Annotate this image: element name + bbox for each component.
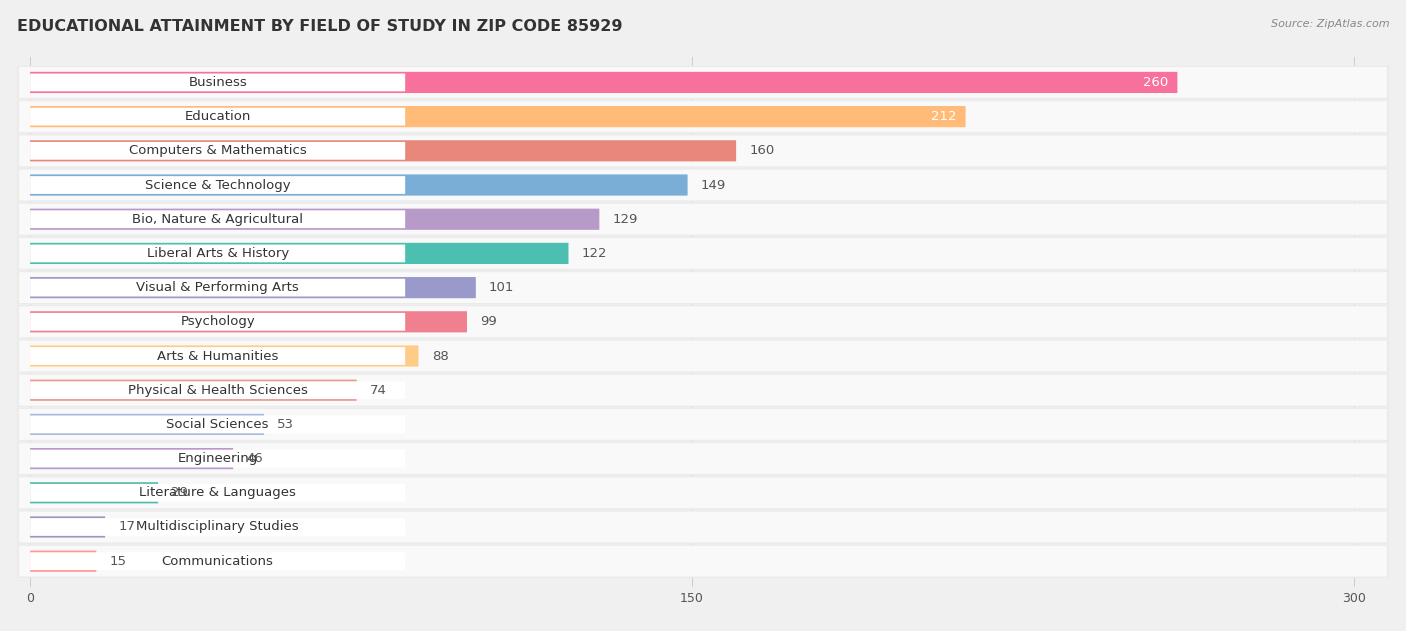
Text: 53: 53 (277, 418, 294, 431)
Text: Business: Business (188, 76, 247, 89)
FancyBboxPatch shape (30, 279, 405, 297)
FancyBboxPatch shape (30, 277, 475, 298)
Text: 149: 149 (700, 179, 725, 192)
FancyBboxPatch shape (20, 204, 1386, 235)
FancyBboxPatch shape (20, 546, 1386, 577)
Text: Physical & Health Sciences: Physical & Health Sciences (128, 384, 308, 397)
FancyBboxPatch shape (30, 313, 405, 331)
FancyBboxPatch shape (20, 238, 1386, 269)
FancyBboxPatch shape (30, 414, 264, 435)
FancyBboxPatch shape (30, 140, 737, 162)
FancyBboxPatch shape (20, 512, 1386, 543)
FancyBboxPatch shape (20, 409, 1386, 440)
FancyBboxPatch shape (17, 510, 1389, 544)
FancyBboxPatch shape (20, 170, 1386, 201)
FancyBboxPatch shape (30, 450, 405, 468)
Text: 99: 99 (481, 316, 496, 328)
Text: Literature & Languages: Literature & Languages (139, 487, 297, 499)
FancyBboxPatch shape (17, 203, 1389, 236)
FancyBboxPatch shape (30, 174, 688, 196)
FancyBboxPatch shape (20, 478, 1386, 508)
FancyBboxPatch shape (17, 66, 1389, 99)
FancyBboxPatch shape (17, 374, 1389, 407)
FancyBboxPatch shape (30, 518, 405, 536)
FancyBboxPatch shape (17, 545, 1389, 578)
FancyBboxPatch shape (30, 345, 419, 367)
Text: Bio, Nature & Agricultural: Bio, Nature & Agricultural (132, 213, 304, 226)
Text: Liberal Arts & History: Liberal Arts & History (146, 247, 288, 260)
FancyBboxPatch shape (20, 101, 1386, 132)
FancyBboxPatch shape (30, 311, 467, 333)
FancyBboxPatch shape (30, 245, 405, 262)
FancyBboxPatch shape (20, 136, 1386, 166)
Text: 29: 29 (172, 487, 188, 499)
Text: Engineering: Engineering (177, 452, 257, 465)
FancyBboxPatch shape (30, 482, 157, 504)
Text: Visual & Performing Arts: Visual & Performing Arts (136, 281, 299, 294)
Text: 17: 17 (118, 521, 135, 533)
Text: 101: 101 (489, 281, 515, 294)
FancyBboxPatch shape (30, 209, 599, 230)
FancyBboxPatch shape (30, 142, 405, 160)
Text: 15: 15 (110, 555, 127, 568)
FancyBboxPatch shape (30, 551, 97, 572)
FancyBboxPatch shape (30, 210, 405, 228)
FancyBboxPatch shape (30, 243, 568, 264)
Text: 88: 88 (432, 350, 449, 362)
Text: 212: 212 (931, 110, 956, 123)
FancyBboxPatch shape (17, 476, 1389, 510)
Text: Source: ZipAtlas.com: Source: ZipAtlas.com (1271, 19, 1389, 29)
FancyBboxPatch shape (17, 339, 1389, 373)
FancyBboxPatch shape (30, 74, 405, 91)
FancyBboxPatch shape (17, 237, 1389, 270)
Text: Arts & Humanities: Arts & Humanities (157, 350, 278, 362)
FancyBboxPatch shape (17, 271, 1389, 304)
FancyBboxPatch shape (30, 552, 405, 570)
FancyBboxPatch shape (20, 272, 1386, 303)
FancyBboxPatch shape (20, 375, 1386, 406)
Text: 46: 46 (246, 452, 263, 465)
Text: Multidisciplinary Studies: Multidisciplinary Studies (136, 521, 299, 533)
FancyBboxPatch shape (30, 415, 405, 433)
FancyBboxPatch shape (30, 448, 233, 469)
Text: Psychology: Psychology (180, 316, 254, 328)
Text: Computers & Mathematics: Computers & Mathematics (129, 144, 307, 157)
FancyBboxPatch shape (17, 100, 1389, 133)
Text: 122: 122 (582, 247, 607, 260)
FancyBboxPatch shape (20, 341, 1386, 372)
Text: Social Sciences: Social Sciences (166, 418, 269, 431)
Text: Education: Education (184, 110, 250, 123)
Text: Communications: Communications (162, 555, 274, 568)
Text: 160: 160 (749, 144, 775, 157)
FancyBboxPatch shape (20, 67, 1386, 98)
FancyBboxPatch shape (17, 305, 1389, 339)
FancyBboxPatch shape (17, 408, 1389, 441)
FancyBboxPatch shape (30, 380, 357, 401)
FancyBboxPatch shape (17, 134, 1389, 168)
FancyBboxPatch shape (30, 176, 405, 194)
FancyBboxPatch shape (17, 442, 1389, 475)
FancyBboxPatch shape (20, 443, 1386, 474)
FancyBboxPatch shape (30, 484, 405, 502)
FancyBboxPatch shape (30, 72, 1177, 93)
Text: 129: 129 (613, 213, 638, 226)
FancyBboxPatch shape (30, 381, 405, 399)
FancyBboxPatch shape (17, 168, 1389, 202)
FancyBboxPatch shape (30, 106, 966, 127)
Text: 260: 260 (1143, 76, 1168, 89)
Text: Science & Technology: Science & Technology (145, 179, 291, 192)
FancyBboxPatch shape (30, 516, 105, 538)
Text: EDUCATIONAL ATTAINMENT BY FIELD OF STUDY IN ZIP CODE 85929: EDUCATIONAL ATTAINMENT BY FIELD OF STUDY… (17, 19, 623, 34)
FancyBboxPatch shape (30, 347, 405, 365)
Text: 74: 74 (370, 384, 387, 397)
FancyBboxPatch shape (20, 307, 1386, 337)
FancyBboxPatch shape (30, 108, 405, 126)
